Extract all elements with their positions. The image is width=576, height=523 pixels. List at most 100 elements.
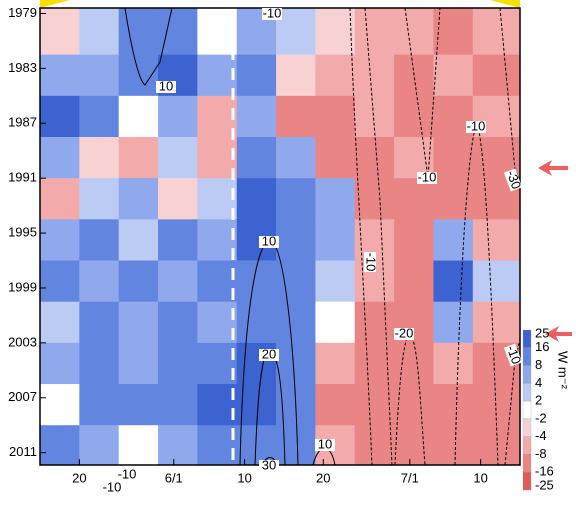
contour-label-bg [259, 460, 279, 472]
heat-cell [433, 342, 474, 385]
colorbar-segment [522, 400, 532, 420]
heat-cell [158, 260, 198, 303]
heat-cell [433, 8, 474, 56]
heat-cell [472, 260, 520, 303]
heat-cell [40, 301, 80, 344]
heat-cell [276, 95, 316, 138]
heat-cell [118, 425, 159, 465]
colorbar-segment [522, 454, 532, 473]
colorbar-tick-label: -16 [535, 464, 554, 479]
colorbar-label: W m⁻² [556, 351, 571, 390]
heat-cell [354, 137, 395, 179]
heat-cell [472, 219, 520, 262]
heat-cell [158, 301, 198, 344]
heat-cell [40, 95, 80, 138]
heat-cell [354, 425, 395, 465]
heat-cell [433, 384, 474, 426]
heat-cell [158, 219, 198, 262]
x-tick-label: 20 [72, 470, 86, 485]
heat-cell [118, 301, 159, 344]
y-tick-label: 1983 [8, 60, 37, 75]
heat-cell [118, 219, 159, 262]
x-tick-label: 10 [237, 470, 251, 485]
heat-cell [40, 425, 80, 465]
contour-line [95, 464, 120, 465]
heat-cell [394, 260, 434, 303]
y-tick-label: 1979 [8, 5, 37, 20]
heat-cell [276, 137, 316, 179]
contour-line [124, 8, 173, 86]
contour-label-bg [394, 328, 414, 340]
heat-cell [40, 178, 80, 220]
heat-cell [118, 8, 159, 56]
arrow [538, 160, 568, 176]
heat-cell [394, 219, 434, 262]
contour-label: 30 [262, 457, 276, 472]
heat-cell [354, 54, 395, 97]
heat-cell [236, 95, 277, 138]
contour-label: 10 [159, 78, 173, 93]
y-tick-label: 1995 [8, 225, 37, 240]
heat-cell [394, 384, 434, 426]
colorbar-segment [522, 365, 532, 384]
heat-cell [433, 301, 474, 344]
heat-cell [276, 425, 316, 465]
heat-cell [158, 8, 198, 56]
heat-cell [315, 178, 356, 220]
heat-cell [276, 178, 316, 220]
heat-cell [79, 8, 120, 56]
heat-cell [79, 54, 120, 97]
colorbar-segment [522, 472, 532, 491]
heat-cell [40, 260, 80, 303]
colorbar-tick-label: -8 [535, 446, 547, 461]
heat-cell [236, 301, 277, 344]
heat-cell [472, 54, 520, 97]
heat-cell [276, 8, 316, 56]
contour-label-bg [262, 8, 282, 20]
heat-cell [276, 342, 316, 385]
heat-cell [158, 137, 198, 179]
colorbar-tick-label: -4 [535, 428, 547, 443]
heat-cell [394, 95, 434, 138]
y-tick-label: 2003 [8, 334, 37, 349]
heat-cell [197, 8, 238, 56]
heat-cell [40, 219, 80, 262]
contour-label: -10 [103, 479, 122, 494]
heat-cell [472, 425, 520, 465]
heat-cell [40, 137, 80, 179]
heat-cell [315, 301, 356, 344]
heat-cell [79, 301, 120, 344]
heat-cell [276, 219, 316, 262]
heat-cell [197, 425, 238, 465]
decoration [490, 0, 520, 8]
heat-cell [472, 8, 520, 56]
x-tick-label: 10 [473, 470, 487, 485]
heat-cell [118, 342, 159, 385]
heat-cell [354, 178, 395, 220]
heat-cell [236, 178, 277, 220]
heat-cell [197, 342, 238, 385]
heat-cell [354, 95, 395, 138]
decoration [40, 0, 70, 8]
heat-cell [79, 219, 120, 262]
heat-cell [394, 8, 434, 56]
contour-line [364, 8, 393, 465]
colorbar-tick-label: 4 [535, 375, 542, 390]
contour-label: 10 [262, 233, 276, 248]
heat-cell [236, 384, 277, 426]
heat-cell [197, 95, 238, 138]
contour-label: 20 [262, 346, 276, 361]
heatmap [40, 8, 520, 465]
contour-label-bg [102, 482, 122, 494]
heat-cell [40, 54, 80, 97]
heat-cell [197, 301, 238, 344]
heat-cell [118, 95, 159, 138]
heat-cell [354, 8, 395, 56]
contour-label-bg [259, 349, 279, 361]
heat-cell [236, 54, 277, 97]
contour-label: -10 [418, 169, 437, 184]
heat-cell [315, 342, 356, 385]
heat-cell [197, 178, 238, 220]
